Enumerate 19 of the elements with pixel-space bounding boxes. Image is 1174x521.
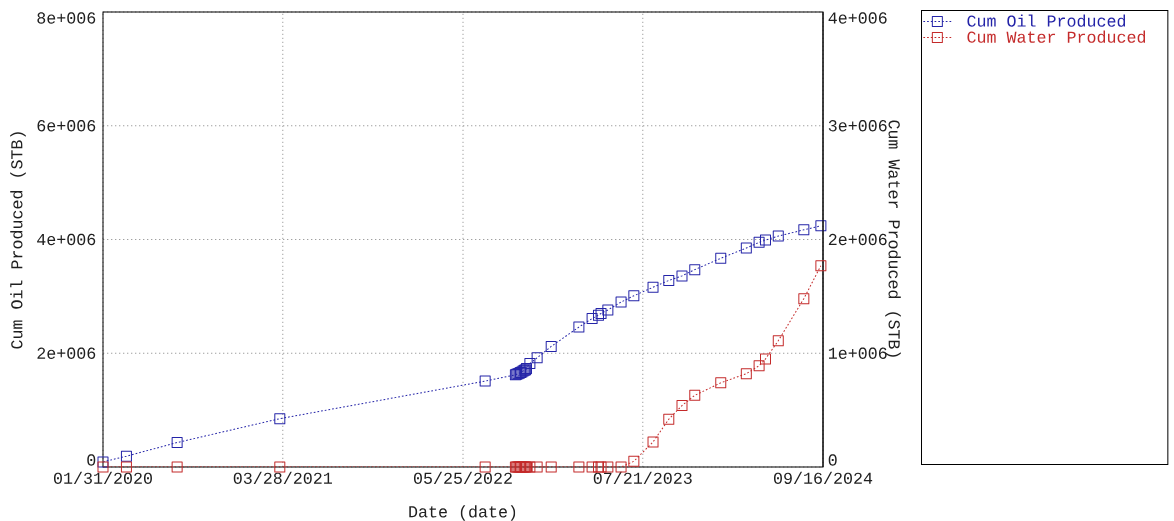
- y-tick-label: 0: [87, 454, 96, 466]
- x-axis-title: Date (date): [409, 505, 516, 521]
- x-tick-label: 03/28/2021: [233, 471, 332, 484]
- x-tick-label: 09/16/2024: [774, 471, 873, 484]
- y-tick-label: 6e+006: [37, 120, 96, 132]
- y-tick-label: 8e+006: [37, 12, 96, 24]
- x-tick-label: 01/31/2020: [54, 471, 152, 484]
- y-tick-label: 4e+006: [37, 233, 96, 246]
- y2-tick-label: 1e+006: [828, 347, 887, 359]
- y-axis-title: Cum Oil Produced (STB): [10, 132, 26, 349]
- y2-tick-label: 2e+006: [828, 233, 887, 246]
- legend-label: Cum Oil Produced: [967, 14, 1126, 27]
- y-tick-label: 2e+006: [37, 347, 96, 359]
- y2-tick-label: 3e+006: [828, 120, 887, 132]
- x-tick-label: 07/21/2023: [593, 471, 692, 484]
- x-tick-label: 05/25/2022: [414, 471, 512, 484]
- y2-tick-label: 4e+006: [828, 12, 887, 24]
- y2-tick-label: 0: [828, 454, 837, 466]
- legend-label: Cum Water Produced: [967, 30, 1146, 43]
